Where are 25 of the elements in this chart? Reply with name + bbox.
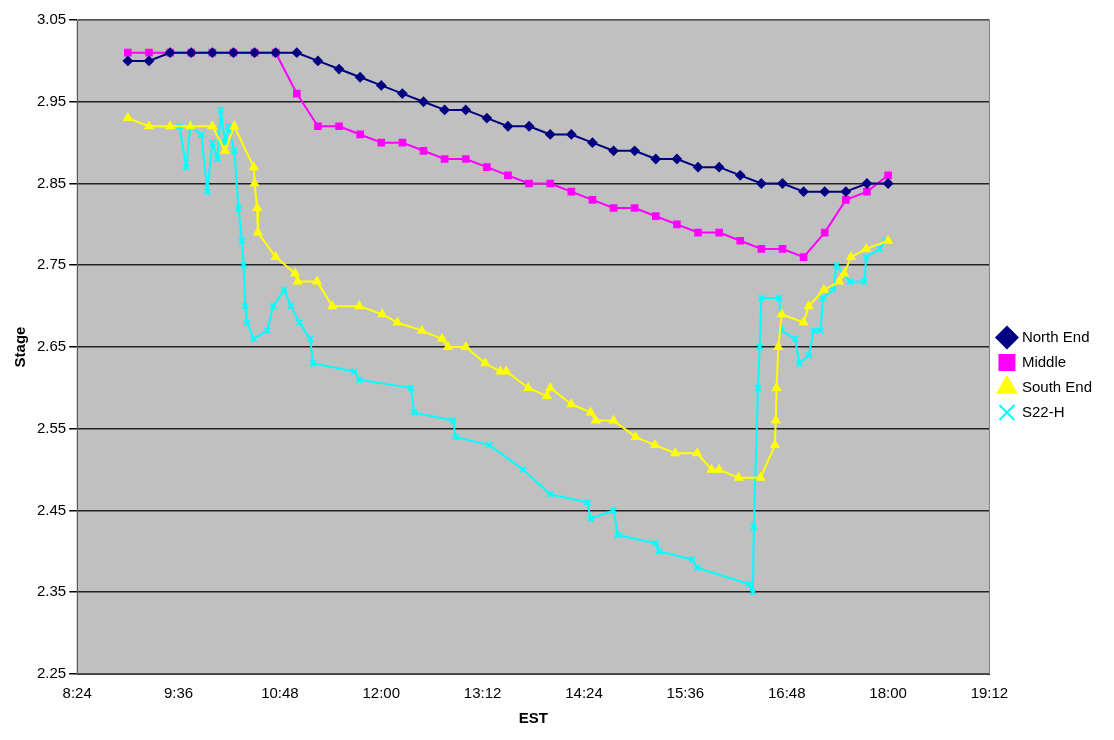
y-tick-label: 2.35 bbox=[36, 582, 67, 600]
y-tick-label: 2.75 bbox=[36, 255, 67, 273]
x-tick-label: 8:24 bbox=[62, 684, 92, 702]
y-tick-label: 2.85 bbox=[36, 173, 67, 191]
legend-label: North End bbox=[1021, 327, 1090, 345]
x-tick-label: 16:48 bbox=[767, 684, 806, 702]
y-tick-label: 3.05 bbox=[36, 10, 67, 28]
x-tick-label: 19:12 bbox=[970, 684, 1009, 702]
x-axis-title: EST bbox=[518, 709, 548, 727]
x-tick-label: 15:36 bbox=[666, 684, 705, 702]
x-tick-label: 10:48 bbox=[261, 684, 299, 702]
y-tick-label: 2.65 bbox=[36, 337, 67, 355]
legend-label: South End bbox=[1021, 377, 1093, 395]
y-tick-label: 2.45 bbox=[36, 500, 67, 518]
x-tick-label: 14:24 bbox=[565, 684, 603, 702]
legend-label: Middle bbox=[1021, 352, 1067, 370]
legend-label: S22-H bbox=[1021, 402, 1065, 420]
x-tick-label: 13:12 bbox=[463, 684, 502, 702]
y-tick-label: 2.25 bbox=[36, 664, 67, 682]
x-tick-label: 18:00 bbox=[869, 684, 907, 702]
x-tick-label: 9:36 bbox=[163, 684, 194, 702]
x-tick-label: 12:00 bbox=[362, 684, 401, 702]
y-axis-title: Stage bbox=[11, 326, 29, 368]
y-tick-label: 2.95 bbox=[36, 91, 67, 109]
y-tick-label: 2.55 bbox=[36, 418, 67, 436]
